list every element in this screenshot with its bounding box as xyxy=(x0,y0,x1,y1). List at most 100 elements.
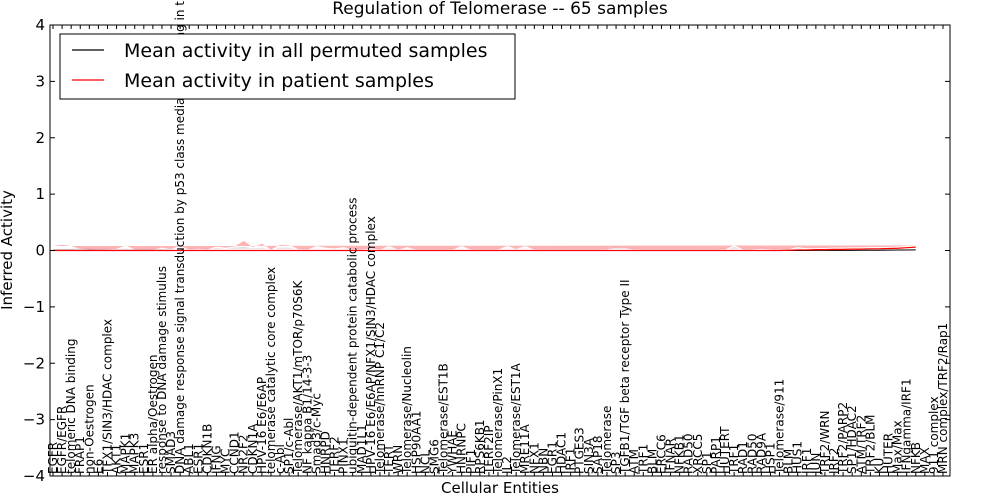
x-tick-label: IL2 xyxy=(500,456,514,474)
x-tick-label: PTGES3 xyxy=(573,427,587,474)
x-tick-label: ABL1 xyxy=(182,443,196,474)
x-tick-label: TRF1 xyxy=(727,444,741,475)
x-tick-label: EGFR/EGFR xyxy=(55,406,69,474)
y-tick-label: −3 xyxy=(23,411,45,429)
x-tick-label: SAP18 xyxy=(591,435,605,474)
series-line-patient xyxy=(53,246,916,252)
x-tick-label: CDKN1A xyxy=(246,423,260,474)
x-tick-label: TRF2/BLM xyxy=(863,414,877,475)
x-tick-label: SP3 xyxy=(609,452,623,475)
x-tick-label: IFNAR xyxy=(664,438,678,474)
x-tick-label: Telomerase/AKT1/mTOR/p70S6K xyxy=(291,279,305,475)
x-tick-label: telomerase catalytic core complex xyxy=(264,267,278,474)
x-tick-label: TGFB1/TGF beta receptor Type II xyxy=(618,279,632,475)
y-axis: 4 3 2 1 0 −1 −2 −3 −4 xyxy=(23,16,950,485)
x-tick-label: SP1 xyxy=(700,452,714,475)
x-tick-label: MAPK1 xyxy=(119,433,133,474)
legend: Mean activity in all permuted samples Me… xyxy=(59,33,516,100)
x-tick-label: SP1/c-Abl xyxy=(282,418,296,474)
x-tick-label: CCND1 xyxy=(228,431,242,474)
x-tick-label: EGR1 xyxy=(545,441,559,474)
x-tick-label: CDKN1B xyxy=(200,424,214,474)
x-tick-label: HNRPD xyxy=(318,431,332,474)
y-tick-label: 1 xyxy=(35,185,45,203)
x-tick-label: SMG6 xyxy=(427,439,441,474)
x-tick-label: SP1/HDAC2 xyxy=(845,405,859,474)
x-tick-label: HSP1 xyxy=(763,442,777,474)
x-tick-label: NFKB xyxy=(909,442,923,474)
x-tick-label: RAD50 xyxy=(682,433,696,474)
x-tick-label: YWHAE xyxy=(446,430,460,475)
x-tick-label: RAD50 xyxy=(745,433,759,474)
legend-box xyxy=(59,33,516,100)
x-tick-label: ERCC6 xyxy=(654,434,668,474)
x-tick-label: NBN xyxy=(536,448,550,474)
x-tick-label: telomeric DNA binding xyxy=(64,339,78,475)
x-tick-label: Telomerase/EST1B xyxy=(437,363,451,475)
x-tick-label: JUN xyxy=(809,453,823,475)
x-tick-label: ESR1 xyxy=(191,443,205,474)
x-tick-label: IRF1 xyxy=(564,448,578,474)
x-tick-label: HUTERT xyxy=(718,426,732,474)
legend-label-permuted: Mean activity in all permuted samples xyxy=(124,40,487,62)
x-tick-label: MYC xyxy=(219,449,233,474)
x-tick-label: Telomerase/hnRNP C1/C2 xyxy=(373,322,387,475)
x-tick-label: HNRNPC xyxy=(455,423,469,474)
x-tick-label: SIN3A xyxy=(582,437,596,474)
y-tick-label: 2 xyxy=(35,129,45,147)
activity-lines xyxy=(52,246,916,252)
x-axis-label: Cellular Entities xyxy=(441,479,559,497)
x-tick-label: TRF2/PARP2 xyxy=(836,402,850,475)
x-tick-label: TRF1 xyxy=(636,444,650,475)
x-tick-label: non-Oestrogen xyxy=(82,384,96,474)
y-tick-label: 0 xyxy=(35,242,45,260)
x-tick-label: NF kappa B1/14-3-3 xyxy=(300,355,314,474)
x-tick-label: NR2F2 xyxy=(237,435,251,475)
x-tick-label: WRN xyxy=(391,445,405,474)
x-tick-label: RPS6KB1 xyxy=(473,419,487,474)
y-tick-label: −2 xyxy=(23,354,45,372)
x-tick-label: response to DNA damage stimulus xyxy=(155,266,169,474)
y-tick-label: 4 xyxy=(35,16,45,34)
x-tick-label: TERT xyxy=(382,444,396,475)
x-tick-label: AKT1 xyxy=(110,444,124,474)
x-tick-label: MAPK3 xyxy=(128,433,142,474)
x-tick-label: ATM xyxy=(627,449,641,474)
x-tick-label: TERF2 xyxy=(328,436,342,475)
x-tick-label: HDAC1 xyxy=(555,432,569,474)
x-tick-label: 911 complex xyxy=(927,396,941,474)
y-tick-label: −1 xyxy=(23,298,45,316)
x-tick-label: MRN complex/TRF2/Rap1 xyxy=(936,323,950,474)
x-tick-label: RAD1 xyxy=(736,441,750,474)
x-tick-label: DNA damage response signal transduction … xyxy=(173,0,187,474)
x-tick-label: NFKB1 xyxy=(673,434,687,474)
x-tick-label: HUS1 xyxy=(791,441,805,474)
x-tick-label: BLM xyxy=(645,449,659,474)
x-tick-label: ER alpha/Oestrogen xyxy=(146,355,160,474)
x-tick-label: Telomerase/EST1A xyxy=(509,362,523,475)
x-tick-label: c-Abl xyxy=(273,444,287,474)
x-tick-label: SMAD3 xyxy=(164,431,178,474)
x-tick-label: HPV-16 E6/E6AP/NFX1/SIN3/HDAC complex xyxy=(364,216,378,474)
x-tick-label: TFX1/SIN3/HDAC complex xyxy=(100,319,114,475)
x-tick-label: IFNgamma/IRF1 xyxy=(900,378,914,474)
patient-spread-band xyxy=(53,240,916,250)
x-tick-label: HUTER xyxy=(882,433,896,474)
x-tick-label: PARP1 xyxy=(709,436,723,474)
legend-label-patient: Mean activity in patient samples xyxy=(124,70,434,92)
x-tick-label: ATM/TRF2 xyxy=(854,415,868,474)
x-tick-label: MAD1L1 xyxy=(355,424,369,474)
x-tick-label: NFX1 xyxy=(527,442,541,474)
x-tick-label: MRE11A xyxy=(518,423,532,474)
x-tick-label: TERF2IP xyxy=(482,425,496,475)
x-tick-label: PINX1 xyxy=(337,438,351,474)
x-tick-label: Smad3/c-Myc xyxy=(309,393,323,474)
x-tick-label: XRCC5 xyxy=(691,434,705,474)
x-tick-label: EGFR xyxy=(46,442,60,474)
x-tick-label: Telomerase xyxy=(600,406,614,475)
x-tick-label: Telomerase/Nucleolin xyxy=(400,346,414,475)
x-tick-label: KU xyxy=(872,458,886,474)
x-tick-label: BLM xyxy=(782,449,796,474)
